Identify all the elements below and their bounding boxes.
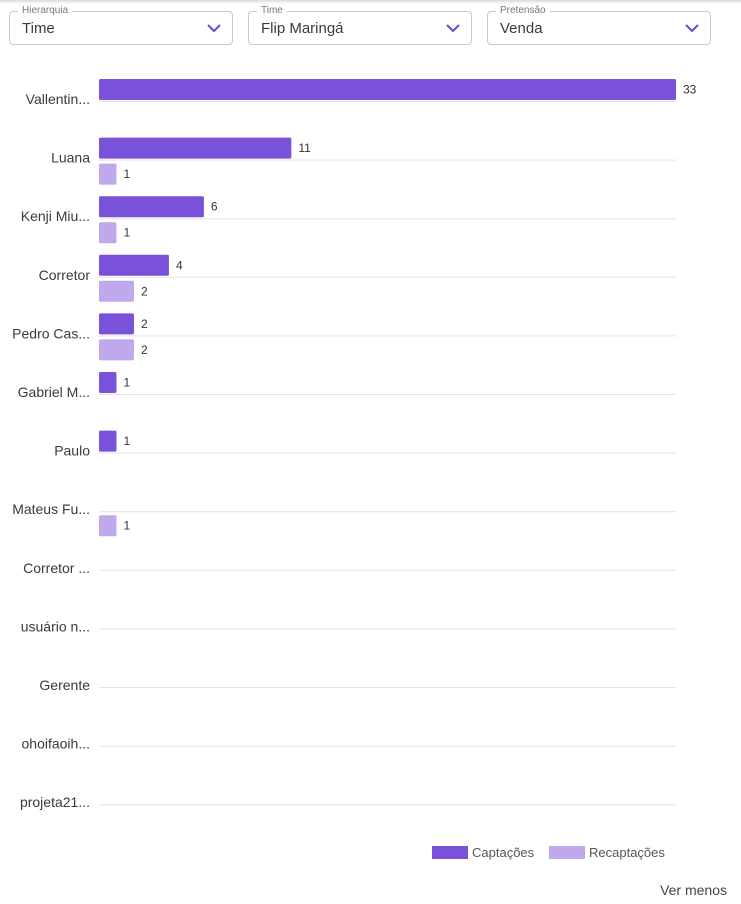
bar-recaptacoes[interactable]	[99, 222, 117, 244]
hierarquia-value: Time	[22, 20, 55, 37]
legend-swatch-captacoes	[432, 846, 468, 859]
data-label: 1	[123, 376, 130, 390]
time-select[interactable]: Time Flip Maringá	[248, 5, 472, 45]
bar-recaptacoes[interactable]	[99, 515, 117, 537]
ver-menos-link[interactable]: Ver menos	[660, 882, 727, 898]
bar-captacoes[interactable]	[99, 79, 676, 100]
legend-swatch-recaptacoes	[549, 846, 585, 859]
data-label: 2	[141, 343, 148, 357]
bar-recaptacoes[interactable]	[99, 280, 134, 302]
bar-recaptacoes[interactable]	[99, 163, 117, 185]
chevron-down-icon	[685, 24, 699, 33]
bar-captacoes[interactable]	[99, 430, 117, 452]
category-label: Pedro Cas...	[12, 325, 90, 341]
category-label: Gabriel M...	[18, 384, 90, 400]
data-label: 1	[123, 434, 130, 448]
pretensao-select[interactable]: Pretensão Venda	[487, 5, 711, 45]
legend-label-captacoes: Captações	[472, 845, 535, 860]
category-label: ohoifaoih...	[22, 736, 91, 752]
data-label: 1	[123, 519, 130, 533]
category-label: Mateus Fu...	[12, 501, 90, 517]
data-label: 11	[298, 141, 311, 155]
chevron-down-icon	[446, 24, 460, 33]
data-label: 2	[141, 317, 148, 331]
category-label: Vallentin...	[26, 91, 90, 107]
bar-captacoes[interactable]	[99, 313, 134, 335]
data-label: 6	[211, 200, 218, 214]
category-label: Paulo	[54, 443, 90, 459]
data-label: 4	[176, 258, 183, 272]
data-label: 33	[683, 83, 697, 97]
time-value: Flip Maringá	[261, 20, 344, 37]
data-label: 2	[141, 284, 148, 298]
category-label: usuário n...	[21, 618, 90, 634]
category-label: projeta21...	[20, 794, 90, 810]
category-label: Corretor ...	[23, 560, 90, 576]
bar-captacoes[interactable]	[99, 254, 169, 276]
bar-recaptacoes[interactable]	[99, 339, 134, 361]
legend-label-recaptacoes: Recaptações	[589, 845, 665, 860]
hierarquia-select[interactable]: Hierarquia Time	[9, 5, 233, 45]
bar-captacoes[interactable]	[99, 372, 117, 393]
category-label: Gerente	[39, 677, 90, 693]
data-label: 1	[123, 226, 130, 240]
bar-captacoes[interactable]	[99, 137, 292, 159]
pretensao-label: Pretensão	[496, 5, 550, 17]
bar-captacoes[interactable]	[99, 196, 204, 218]
top-shadow	[0, 0, 741, 4]
category-label: Luana	[51, 150, 90, 166]
hierarquia-label: Hierarquia	[18, 5, 73, 17]
pretensao-value: Venda	[500, 20, 543, 37]
chevron-down-icon	[207, 24, 221, 33]
category-label: Corretor	[39, 267, 91, 283]
category-label: Kenji Miu...	[21, 208, 90, 224]
data-label: 1	[123, 167, 130, 181]
time-label: Time	[257, 5, 287, 17]
